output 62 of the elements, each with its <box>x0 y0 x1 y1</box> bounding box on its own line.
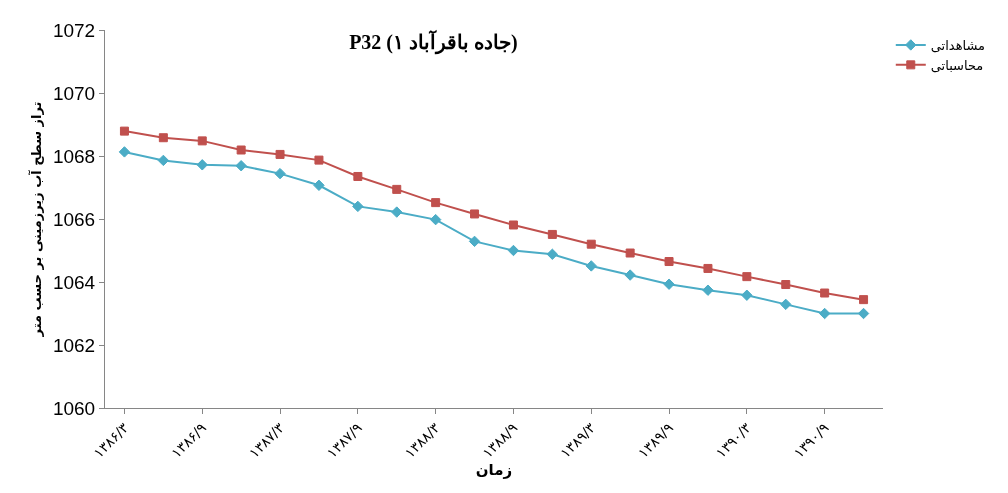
y-tick-label: 1062 <box>52 334 96 356</box>
point <box>197 136 207 146</box>
point <box>391 206 403 218</box>
point <box>275 149 285 159</box>
y-tick-label: 1066 <box>52 208 96 230</box>
point <box>352 200 364 213</box>
point <box>314 155 324 165</box>
point <box>859 295 869 305</box>
point <box>118 146 131 158</box>
x-axis-title: زمان <box>475 460 513 479</box>
point <box>236 145 246 155</box>
x-tick-label: ۱۳۸۷/۳ <box>245 419 288 461</box>
y-tick-label: 1068 <box>52 145 96 167</box>
x-tick-label: ۱۳۸۹/۹ <box>634 419 677 461</box>
legend-label: محاسباتی <box>930 57 984 73</box>
point <box>818 307 831 320</box>
point <box>353 171 363 181</box>
point <box>392 184 402 194</box>
y-tick-label: 1060 <box>52 397 96 419</box>
x-tick-label: ۱۳۹۰/۹ <box>790 419 832 461</box>
point <box>196 159 208 171</box>
point <box>741 289 753 301</box>
chart-title: P32 (جاده باقرآباد ۱) <box>349 28 518 55</box>
point <box>468 235 481 248</box>
point <box>431 198 441 208</box>
point <box>624 269 636 281</box>
point <box>663 278 675 290</box>
x-tick-label: ۱۳۹۰/۳ <box>712 419 755 461</box>
y-axis-title: تراز سطح آب زیرزمینی بر حسب متر <box>27 101 44 338</box>
x-tick-label: ۱۳۸۹/۳ <box>557 419 599 461</box>
y-tick-label: 1064 <box>52 271 96 293</box>
point <box>780 298 792 311</box>
legend-label: مشاهداتی <box>930 38 986 54</box>
point <box>664 257 674 267</box>
point <box>235 160 247 172</box>
point <box>547 229 557 239</box>
point <box>470 209 480 219</box>
point <box>703 263 713 273</box>
point <box>119 126 129 136</box>
point <box>781 280 791 290</box>
point <box>702 284 714 296</box>
point <box>820 288 830 298</box>
point <box>585 260 597 272</box>
point <box>546 248 559 260</box>
point <box>158 133 168 143</box>
point <box>429 213 442 226</box>
x-tick-label: ۱۳۸۶/۳ <box>90 419 132 461</box>
x-tick-label: ۱۳۸۸/۳ <box>401 419 444 461</box>
point <box>313 179 325 191</box>
point <box>742 272 752 282</box>
point <box>157 154 170 167</box>
y-tick-label: 1070 <box>52 82 96 104</box>
y-tick-label: 1072 <box>52 19 96 41</box>
point <box>857 307 870 320</box>
point <box>274 167 286 180</box>
x-tick-label: ۱۳۸۸/۹ <box>479 419 521 461</box>
point <box>625 248 635 258</box>
x-tick-label: ۱۳۸۶/۹ <box>168 419 210 461</box>
x-tick-label: ۱۳۸۷/۹ <box>323 419 365 461</box>
point <box>507 244 520 257</box>
point <box>508 220 518 230</box>
point <box>586 239 596 249</box>
